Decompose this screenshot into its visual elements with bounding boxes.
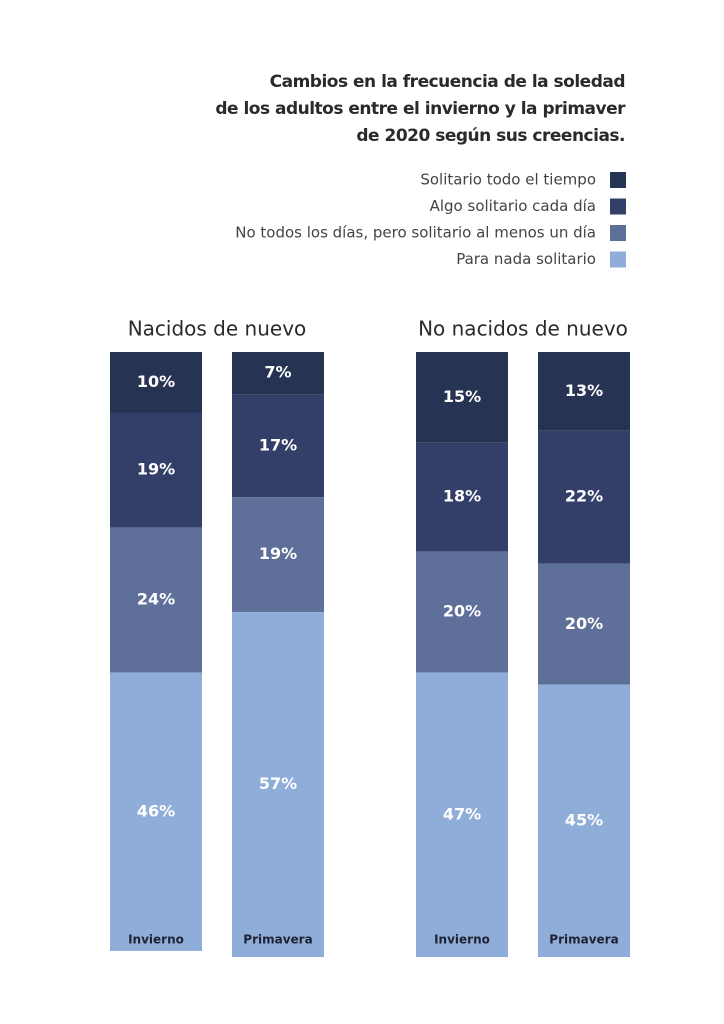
bar-segment	[110, 352, 202, 413]
value-label: 17%	[259, 435, 297, 454]
bar-segment	[416, 672, 508, 957]
legend-swatch	[610, 225, 626, 241]
bar-segment	[416, 442, 508, 552]
bar-segment	[232, 612, 324, 957]
bar-segment	[232, 352, 324, 395]
x-tick-label: Primavera	[549, 933, 618, 947]
bar-segment	[110, 412, 202, 528]
chart-title: de 2020 según sus creencias.	[356, 126, 625, 146]
bar-segment	[232, 394, 324, 498]
bar-segment	[416, 352, 508, 443]
bar-segment	[538, 563, 630, 685]
value-label: 7%	[264, 363, 291, 382]
bar-segment	[538, 684, 630, 957]
legend-label: Solitario todo el tiempo	[420, 171, 596, 189]
value-label: 19%	[137, 459, 175, 478]
bar-segment	[110, 672, 202, 951]
value-label: 15%	[443, 387, 481, 406]
legend-label: Algo solitario cada día	[430, 197, 596, 215]
x-tick-label: Invierno	[128, 933, 184, 947]
value-label: 19%	[259, 544, 297, 563]
bar-segment	[538, 352, 630, 431]
value-label: 46%	[137, 801, 175, 820]
legend-swatch	[610, 172, 626, 188]
bar-segment	[538, 430, 630, 564]
legend-swatch	[610, 251, 626, 268]
bar-segment	[110, 527, 202, 673]
x-tick-label: Primavera	[243, 933, 312, 947]
chart-title: de los adultos entre el invierno y la pr…	[215, 99, 626, 119]
panel-title: No nacidos de nuevo	[418, 317, 628, 341]
bar-segment	[232, 497, 324, 613]
panel-title: Nacidos de nuevo	[128, 317, 307, 341]
legend-swatch	[610, 198, 626, 215]
x-tick-label: Invierno	[434, 933, 490, 947]
bar-segment	[416, 551, 508, 673]
value-label: 47%	[443, 804, 481, 823]
value-label: 20%	[565, 614, 603, 633]
legend-label: No todos los días, pero solitario al men…	[235, 224, 596, 242]
value-label: 13%	[565, 381, 603, 400]
chart-title: Cambios en la frecuencia de la soledad	[270, 72, 625, 92]
value-label: 22%	[565, 487, 603, 506]
value-label: 18%	[443, 487, 481, 506]
value-label: 20%	[443, 602, 481, 621]
value-label: 10%	[137, 372, 175, 391]
legend-label: Para nada solitario	[456, 250, 596, 268]
value-label: 45%	[565, 810, 603, 829]
value-label: 24%	[137, 590, 175, 609]
value-label: 57%	[259, 774, 297, 793]
